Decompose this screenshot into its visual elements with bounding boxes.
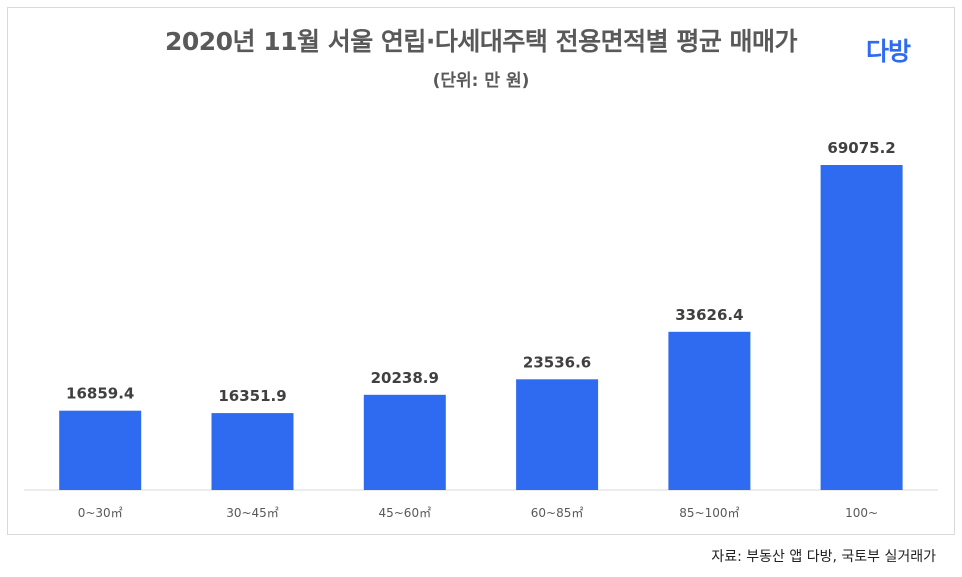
bar-1 <box>211 413 294 490</box>
x-tick-label-3: 60~85㎡ <box>531 506 584 520</box>
data-label-5: 69075.2 <box>827 139 895 157</box>
bar-3 <box>516 379 599 490</box>
bar-4 <box>668 331 751 490</box>
source-footnote: 자료: 부동산 앱 다방, 국토부 실거래가 <box>711 549 936 565</box>
chart-frame <box>7 7 955 535</box>
data-label-1: 16351.9 <box>218 387 286 405</box>
x-tick-label-0: 0~30㎡ <box>78 506 123 520</box>
bar-0 <box>59 410 142 490</box>
bar-2 <box>363 394 446 490</box>
x-tick-label-2: 45~60㎡ <box>378 506 431 520</box>
chart-subtitle: (단위: 만 원) <box>432 71 530 91</box>
data-label-0: 16859.4 <box>66 385 134 403</box>
chart-title: 2020년 11월 서울 연립·다세대주택 전용면적별 평균 매매가 <box>164 27 798 56</box>
x-tick-label-4: 85~100㎡ <box>679 506 739 520</box>
bar-5 <box>820 165 903 490</box>
data-label-2: 20238.9 <box>371 369 439 387</box>
data-label-4: 33626.4 <box>675 306 743 324</box>
dabang-logo: 다방 <box>866 37 911 66</box>
x-tick-label-1: 30~45㎡ <box>226 506 279 520</box>
data-label-3: 23536.6 <box>523 353 591 371</box>
x-tick-label-5: 100~ <box>845 506 878 520</box>
